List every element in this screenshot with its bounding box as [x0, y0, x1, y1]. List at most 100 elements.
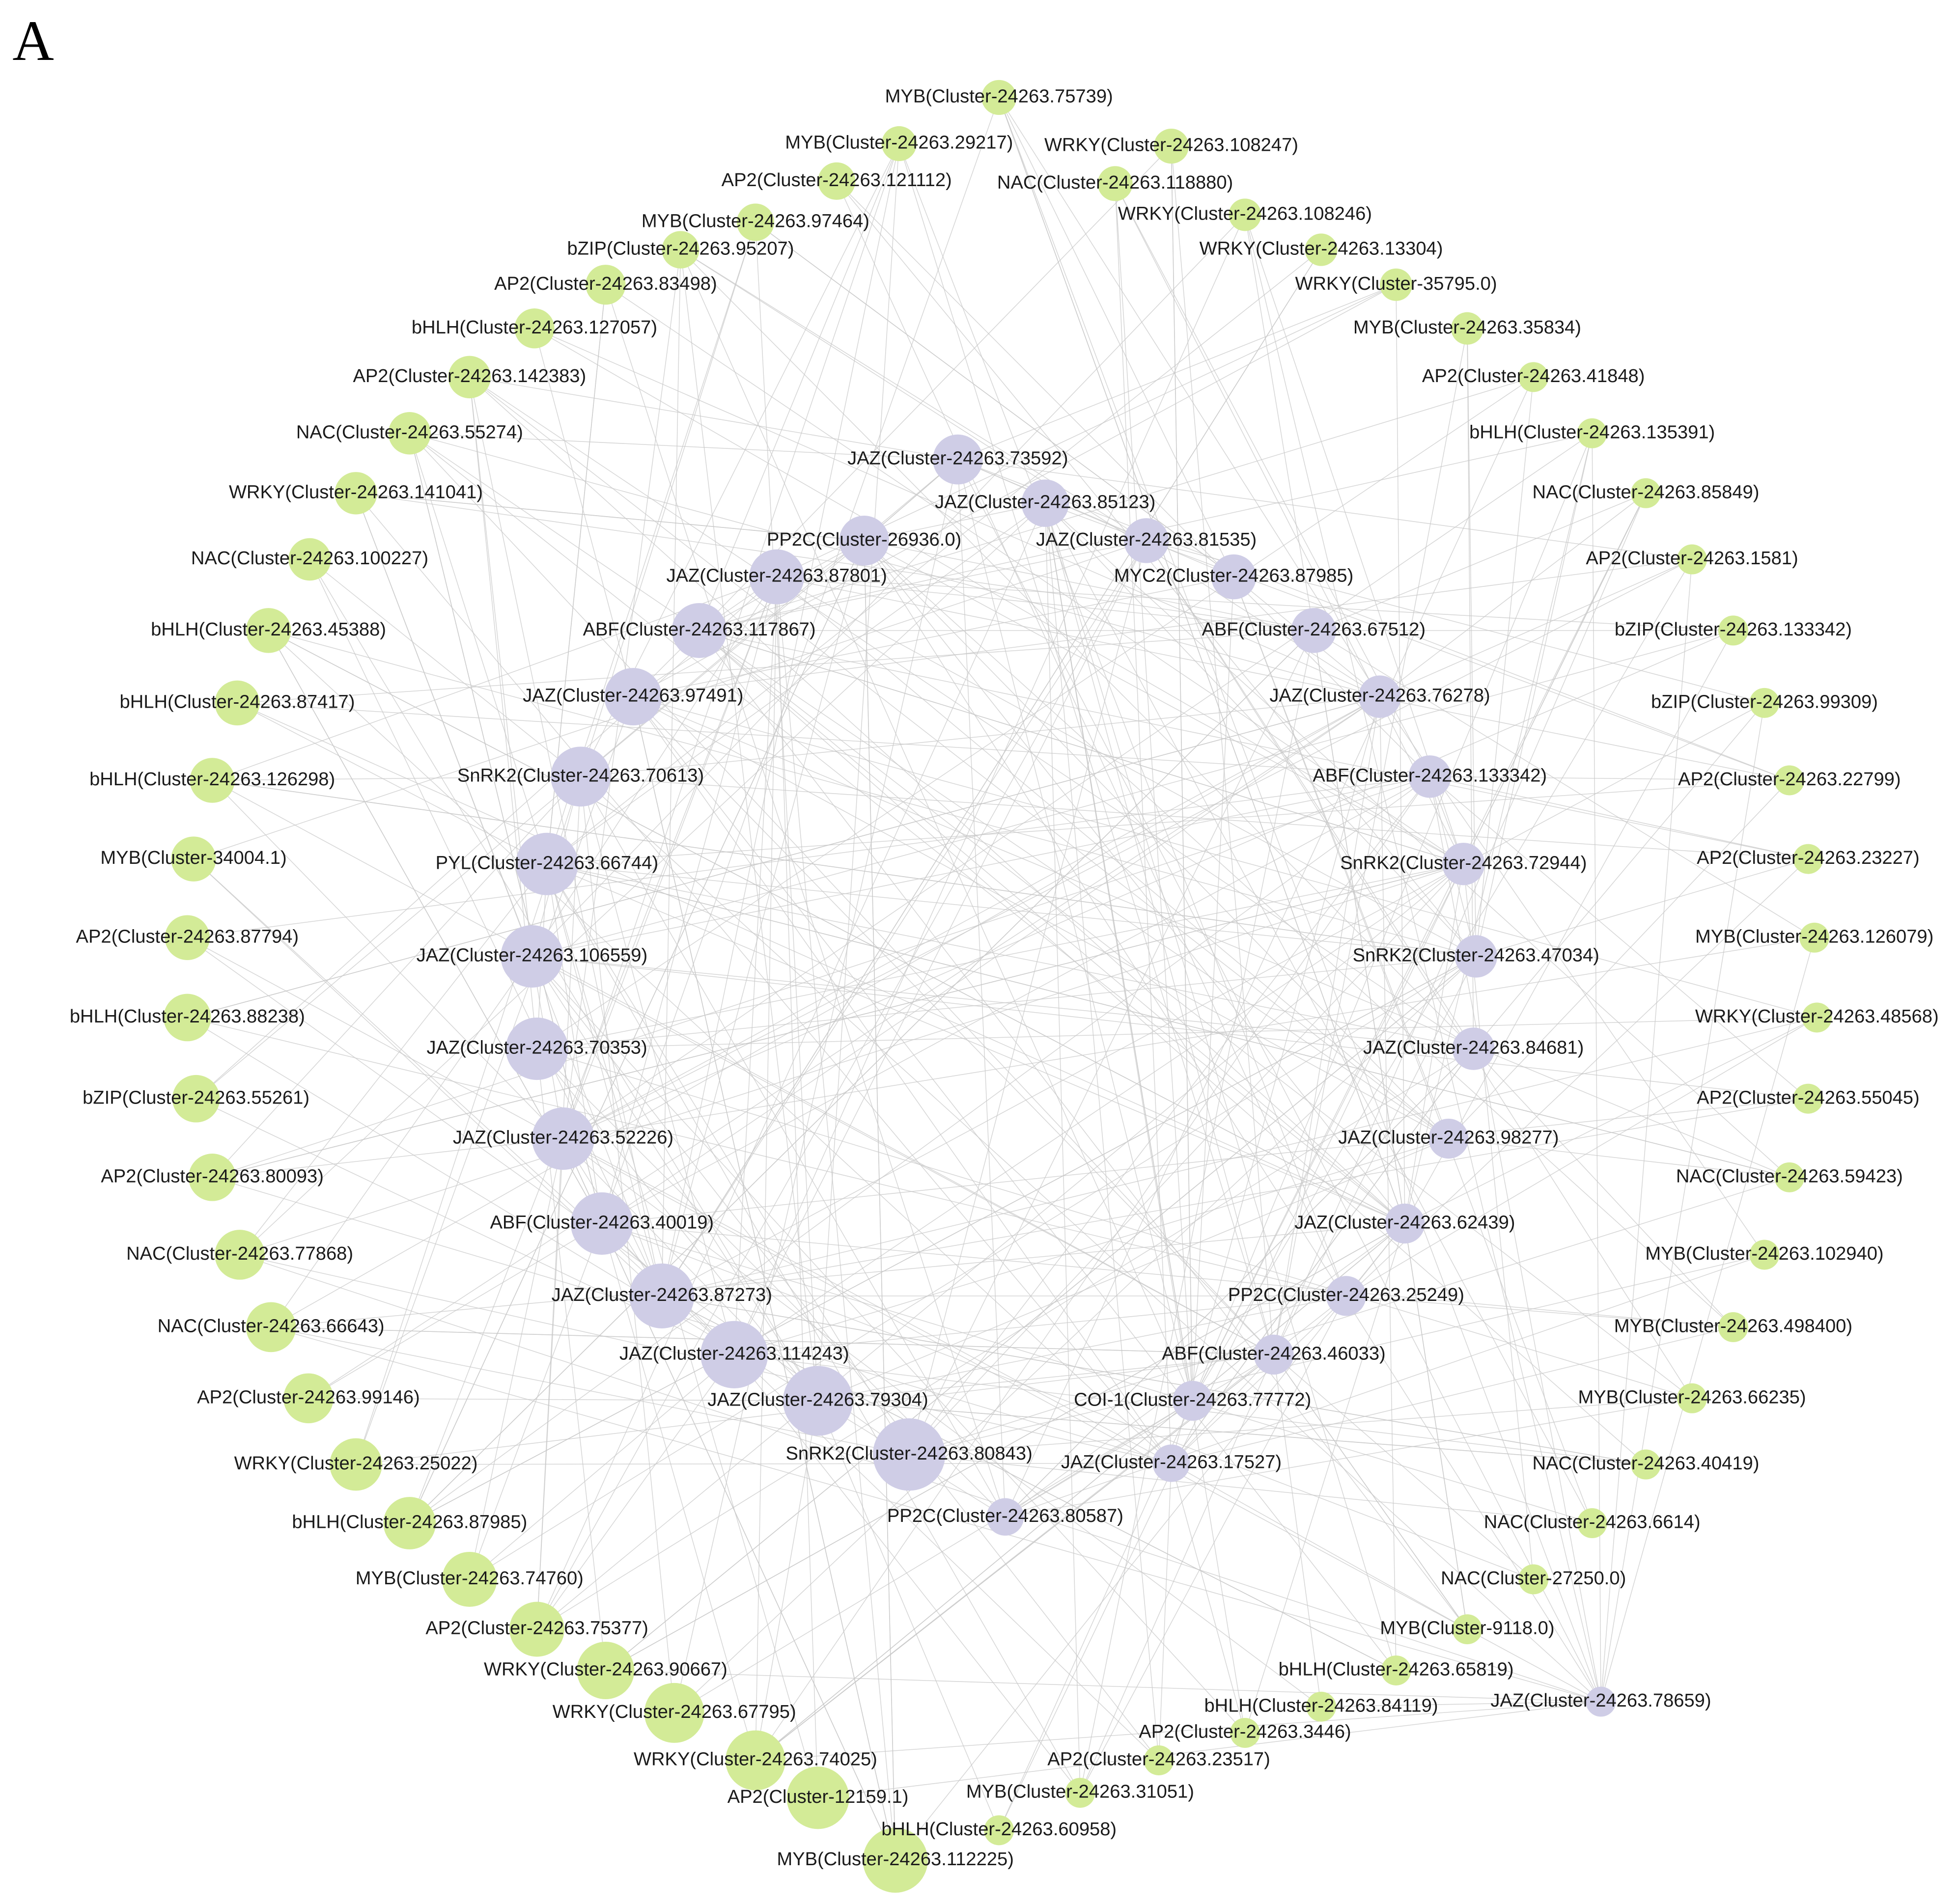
edge: [309, 559, 662, 1297]
edge: [734, 1138, 1449, 1355]
edge: [469, 1354, 735, 1580]
edge: [187, 776, 1430, 938]
node: [1677, 544, 1707, 575]
edge: [536, 863, 1464, 1630]
edge: [836, 181, 1477, 957]
edge: [605, 284, 1006, 1518]
edge: [212, 780, 1274, 1355]
edge: [605, 956, 1477, 1671]
edge: [817, 1701, 1601, 1798]
edge: [1158, 1463, 1172, 1761]
node-label: ABF(Cluster-24263.67512): [1202, 619, 1426, 640]
node-label: ABF(Cluster-24263.40019): [490, 1212, 714, 1233]
node-label: JAZ(Cluster-24263.87273): [552, 1284, 772, 1305]
edge: [662, 1296, 1646, 1465]
edge: [633, 696, 1172, 1463]
node-label: AP2(Cluster-24263.1581): [1586, 548, 1798, 569]
edge: [864, 540, 1449, 1139]
edge: [1346, 1296, 1734, 1328]
node-label: bZIP(Cluster-24263.95207): [567, 238, 794, 259]
edge: [1404, 1223, 1468, 1629]
edge: [633, 696, 896, 1861]
edge: [999, 97, 1380, 697]
node-label: bHLH(Cluster-24263.60958): [881, 1819, 1117, 1840]
edge: [1233, 577, 1449, 1139]
edge: [661, 540, 1147, 1297]
node-label: JAZ(Cluster-24263.114243): [619, 1343, 849, 1364]
node-label: AP2(Cluster-24263.75377): [425, 1618, 648, 1639]
edge: [469, 377, 1449, 1139]
edge: [580, 540, 865, 777]
node-label: JAZ(Cluster-24263.17527): [1061, 1452, 1282, 1473]
edge: [271, 1223, 1405, 1328]
edge: [469, 377, 958, 460]
edge: [1313, 630, 1405, 1224]
node: [725, 1730, 785, 1791]
edge: [1313, 493, 1646, 631]
edge: [605, 1670, 1601, 1702]
edge: [1192, 559, 1693, 1401]
node: [786, 1766, 849, 1829]
edge: [1321, 1701, 1601, 1707]
node-label: bZIP(Cluster-24263.99309): [1651, 691, 1878, 712]
edge: [908, 630, 1314, 1455]
node-label: MYB(Cluster-9118.0): [1380, 1618, 1554, 1639]
node-label: WRKY(Cluster-35795.0): [1295, 273, 1497, 294]
edge: [1044, 503, 1193, 1401]
edge: [1473, 702, 1765, 1049]
edge: [547, 863, 1405, 1224]
edge: [308, 1398, 818, 1402]
edge: [1192, 577, 1234, 1401]
edge: [1404, 1017, 1818, 1224]
edge: [605, 1223, 1405, 1671]
node: [1380, 268, 1413, 301]
node-label: AP2(Cluster-24263.41848): [1422, 365, 1645, 386]
edge: [1476, 433, 1593, 957]
edge: [1171, 1354, 1274, 1464]
edge: [817, 1296, 1346, 1402]
node: [1718, 1312, 1748, 1342]
edge: [776, 577, 1449, 1139]
node-label: MYC2(Cluster-24263.87985): [1114, 565, 1353, 586]
node-label: WRKY(Cluster-24263.25022): [234, 1453, 478, 1474]
edge: [308, 1223, 602, 1399]
edge: [1171, 1326, 1734, 1464]
edge: [563, 630, 1734, 1139]
edge: [193, 540, 1147, 859]
edge: [469, 1138, 564, 1580]
edge: [1045, 503, 1397, 1671]
node-label: NAC(Cluster-27250.0): [1441, 1568, 1626, 1589]
edge: [1115, 183, 1464, 864]
node: [442, 1551, 497, 1607]
edge: [536, 1354, 735, 1630]
edge: [536, 863, 1464, 1049]
node-label: NAC(Cluster-24263.66643): [158, 1315, 385, 1336]
edge: [536, 1048, 1692, 1399]
node: [448, 356, 491, 399]
edge: [187, 937, 1601, 1702]
edge: [1171, 696, 1380, 1463]
node: [586, 265, 626, 305]
node-label: bZIP(Cluster-24263.133342): [1615, 619, 1852, 640]
node-label: MYB(Cluster-24263.126079): [1695, 926, 1933, 947]
edge: [1171, 1463, 1246, 1733]
node-label: MYB(Cluster-24263.66235): [1578, 1386, 1806, 1407]
node-label: JAZ(Cluster-24263.84681): [1363, 1037, 1584, 1058]
edge: [661, 249, 681, 1296]
edge: [536, 377, 1534, 1049]
node: [246, 608, 291, 653]
edge: [1448, 1138, 1790, 1178]
edge: [699, 630, 1809, 859]
node: [1021, 479, 1069, 527]
edge: [580, 696, 1380, 777]
edge: [998, 97, 1601, 1702]
edge: [409, 776, 1430, 1524]
edge: [734, 1296, 1346, 1355]
edge: [633, 284, 1397, 697]
edge: [547, 780, 1790, 865]
node: [283, 1373, 334, 1424]
edge: [633, 696, 1790, 1178]
edge: [602, 1223, 1534, 1580]
edge: [661, 143, 900, 1297]
